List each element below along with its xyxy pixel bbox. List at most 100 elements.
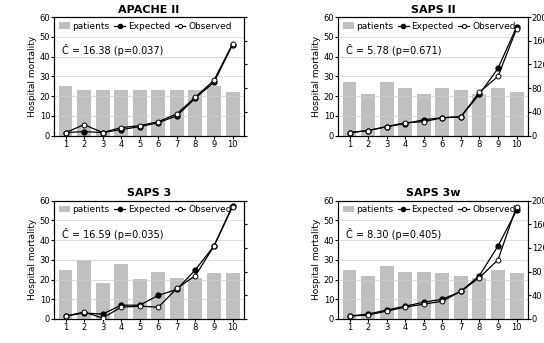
Observed (346, 130, 353, 134)
Expected (174, 114, 180, 118)
Y-axis label: Hospital mortality: Hospital mortality (312, 36, 321, 117)
Expected (402, 122, 409, 126)
Bar (417, 272, 431, 319)
Observed (174, 286, 180, 291)
Expected (192, 96, 199, 100)
Expected (137, 125, 143, 129)
Legend: patients, Expected, Observed: patients, Expected, Observed (343, 205, 516, 214)
Observed (100, 316, 106, 320)
Observed (62, 130, 69, 134)
Observed (384, 125, 390, 129)
Observed (476, 275, 483, 280)
Observed (211, 244, 217, 248)
Expected (346, 130, 353, 134)
Observed (81, 310, 88, 314)
Expected (137, 303, 143, 307)
Observed (365, 129, 372, 133)
Legend: patients, Expected, Observed: patients, Expected, Observed (59, 22, 232, 31)
Bar (361, 94, 375, 135)
Bar (380, 82, 394, 135)
Bar (510, 92, 523, 135)
Bar (170, 90, 184, 135)
Expected (476, 92, 483, 96)
Observed (155, 120, 162, 124)
Bar (510, 273, 523, 319)
Expected (100, 130, 106, 134)
Observed (458, 115, 464, 119)
Bar (417, 94, 431, 135)
Observed (476, 90, 483, 94)
Line: Observed: Observed (63, 42, 235, 135)
Line: Expected: Expected (63, 42, 235, 135)
Expected (211, 244, 217, 248)
Bar (343, 82, 356, 135)
Observed (439, 299, 446, 303)
Expected (118, 128, 125, 132)
Observed (155, 305, 162, 309)
Expected (384, 308, 390, 312)
Expected (230, 203, 236, 208)
Bar (170, 277, 184, 319)
Bar (491, 270, 505, 319)
Observed (421, 120, 427, 124)
Bar (226, 92, 239, 135)
Expected (118, 303, 125, 307)
Observed (137, 304, 143, 308)
Expected (81, 130, 88, 134)
Observed (514, 27, 520, 31)
Y-axis label: Hospital mortality: Hospital mortality (28, 219, 37, 300)
Bar (77, 90, 91, 135)
Legend: patients, Expected, Observed: patients, Expected, Observed (59, 205, 232, 214)
Observed (118, 126, 125, 130)
Bar (435, 273, 449, 319)
Expected (514, 25, 520, 29)
Observed (346, 314, 353, 318)
Observed (174, 112, 180, 116)
Bar (96, 90, 110, 135)
Observed (230, 204, 236, 209)
Expected (494, 244, 501, 248)
Expected (458, 115, 464, 119)
Observed (421, 302, 427, 306)
Bar (454, 90, 468, 135)
Line: Observed: Observed (347, 26, 519, 135)
Expected (458, 289, 464, 293)
Observed (192, 273, 199, 277)
Observed (211, 78, 217, 82)
Expected (476, 273, 483, 277)
Line: Observed: Observed (347, 204, 519, 318)
Bar (398, 88, 412, 135)
Bar (454, 276, 468, 319)
Expected (494, 67, 501, 71)
Text: Ĉ = 8.30 (p=0.405): Ĉ = 8.30 (p=0.405) (346, 228, 441, 240)
Expected (100, 312, 106, 316)
Observed (230, 42, 236, 46)
Line: Expected: Expected (347, 208, 519, 318)
Bar (472, 277, 486, 319)
Bar (361, 276, 375, 319)
Expected (384, 125, 390, 129)
Observed (514, 204, 520, 209)
Observed (494, 74, 501, 79)
Bar (114, 264, 128, 319)
Observed (365, 313, 372, 317)
Observed (402, 121, 409, 125)
Expected (174, 287, 180, 292)
Bar (114, 90, 128, 135)
Expected (155, 293, 162, 297)
Expected (439, 116, 446, 120)
Bar (77, 260, 91, 319)
Y-axis label: Hospital mortality: Hospital mortality (28, 36, 37, 117)
Observed (62, 314, 69, 318)
Expected (402, 304, 409, 308)
Bar (133, 90, 147, 135)
Bar (207, 273, 221, 319)
Line: Expected: Expected (347, 25, 519, 135)
Expected (514, 209, 520, 213)
Title: SAPS II: SAPS II (411, 5, 455, 15)
Expected (230, 43, 236, 47)
Text: Ĉ = 5.78 (p=0.671): Ĉ = 5.78 (p=0.671) (346, 44, 441, 56)
Bar (435, 88, 449, 135)
Title: SAPS 3w: SAPS 3w (406, 188, 460, 199)
Bar (343, 270, 356, 319)
